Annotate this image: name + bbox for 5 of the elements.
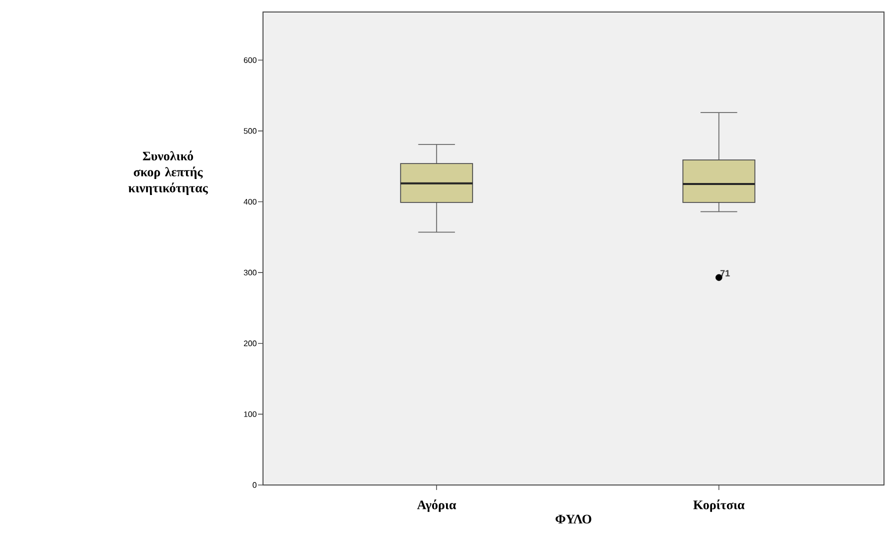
y-axis-title: Συνολικό σκορ λεπτής κινητικότητας: [128, 150, 208, 195]
x-tick-label: Αγόρια: [417, 500, 456, 512]
x-tick-label: Κορίτσια: [693, 500, 744, 512]
x-axis-title: ΦΥΛΟ: [556, 514, 592, 524]
annotation: 71: [720, 270, 730, 276]
